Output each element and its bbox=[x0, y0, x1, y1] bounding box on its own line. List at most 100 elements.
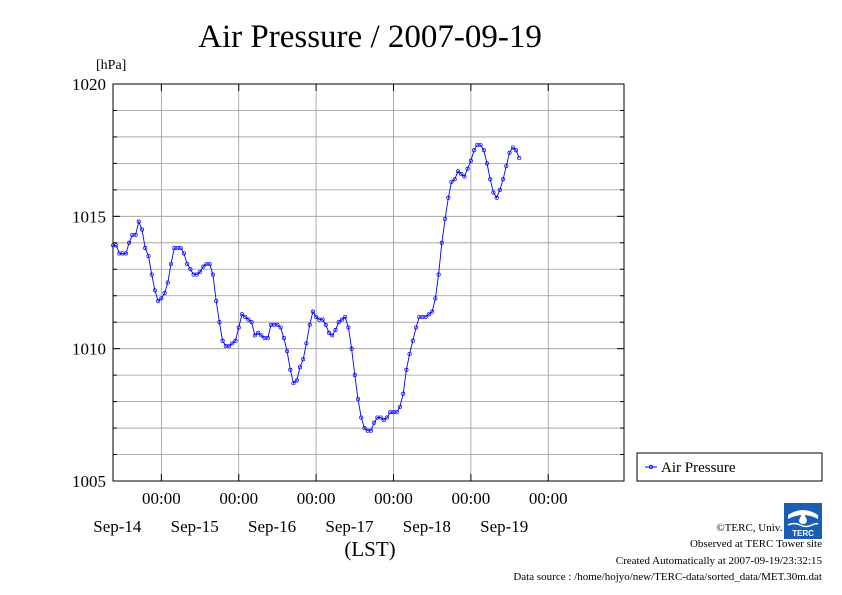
data-point bbox=[436, 272, 441, 277]
data-point bbox=[401, 391, 406, 396]
x-date-label: Sep-18 bbox=[403, 517, 451, 536]
data-point bbox=[433, 296, 438, 301]
x-date-label: Sep-15 bbox=[171, 517, 219, 536]
data-point bbox=[159, 296, 164, 301]
data-point bbox=[165, 280, 170, 285]
data-point bbox=[188, 267, 193, 272]
data-point bbox=[484, 161, 490, 166]
data-point bbox=[513, 148, 519, 153]
data-point bbox=[517, 156, 522, 161]
data-point bbox=[149, 272, 154, 277]
data-point bbox=[278, 325, 283, 330]
data-point bbox=[301, 357, 306, 362]
x-tick-label: 00:00 bbox=[374, 489, 413, 508]
data-point bbox=[478, 142, 483, 147]
data-point bbox=[201, 264, 206, 269]
data-point bbox=[133, 232, 138, 237]
data-point bbox=[281, 336, 286, 341]
data-point bbox=[381, 418, 386, 423]
data-point bbox=[346, 325, 351, 330]
data-point bbox=[404, 367, 409, 372]
data-point bbox=[256, 330, 261, 335]
data-point bbox=[123, 251, 128, 256]
data-point bbox=[349, 346, 354, 351]
x-date-label: Sep-19 bbox=[480, 517, 528, 536]
axis-ticks: 100510101015102000:00Sep-1400:00Sep-1500… bbox=[72, 75, 624, 536]
grid-lines bbox=[113, 84, 624, 481]
data-point bbox=[488, 177, 493, 182]
data-point bbox=[114, 243, 119, 248]
data-point bbox=[359, 415, 364, 420]
data-point bbox=[178, 246, 183, 251]
data-point bbox=[249, 320, 254, 325]
data-point bbox=[446, 195, 451, 200]
data-point bbox=[472, 148, 477, 153]
data-point bbox=[259, 333, 264, 338]
data-point bbox=[136, 219, 141, 224]
source-text: Data source : /home/hojyo/new/TERC-data/… bbox=[513, 571, 822, 583]
legend-marker-swatch bbox=[648, 464, 654, 470]
data-point bbox=[236, 325, 241, 330]
data-point bbox=[430, 309, 435, 314]
y-tick-label: 1010 bbox=[72, 340, 106, 359]
data-point bbox=[194, 272, 199, 277]
axes bbox=[112, 83, 625, 482]
data-point bbox=[468, 158, 473, 163]
data-point bbox=[307, 322, 312, 327]
data-point bbox=[507, 150, 512, 155]
data-point bbox=[407, 351, 412, 357]
x-tick-label: 00:00 bbox=[142, 489, 181, 508]
data-point bbox=[320, 317, 325, 322]
series-line bbox=[113, 144, 520, 432]
data-point bbox=[156, 298, 161, 304]
y-tick-label: 1020 bbox=[72, 75, 106, 94]
created-text: Created Automatically at 2007-09-19/23:3… bbox=[615, 555, 822, 567]
x-date-label: Sep-14 bbox=[93, 517, 142, 536]
chart-title: Air Pressure / 2007-09-19 bbox=[198, 19, 542, 55]
x-axis-label: (LST) bbox=[344, 537, 395, 561]
data-point bbox=[207, 261, 212, 267]
data-point bbox=[139, 227, 145, 232]
data-point bbox=[378, 415, 383, 420]
data-point bbox=[362, 426, 367, 431]
data-point bbox=[426, 312, 431, 317]
data-point bbox=[384, 415, 390, 420]
data-point bbox=[504, 163, 509, 169]
data-point bbox=[397, 404, 402, 409]
series-air-pressure bbox=[110, 142, 522, 433]
plot-frame bbox=[112, 83, 625, 482]
legend: Air Pressure bbox=[636, 452, 823, 482]
data-point bbox=[214, 298, 219, 304]
data-point bbox=[217, 320, 222, 325]
y-tick-label: 1015 bbox=[72, 207, 106, 226]
data-point bbox=[326, 330, 332, 335]
x-tick-label: 00:00 bbox=[219, 489, 258, 508]
terc-logo: TERC bbox=[784, 503, 822, 539]
data-point bbox=[227, 343, 232, 349]
data-point bbox=[127, 240, 132, 245]
data-point bbox=[239, 312, 245, 317]
data-point bbox=[181, 251, 186, 256]
data-point bbox=[230, 341, 235, 346]
data-point bbox=[481, 148, 486, 153]
data-point bbox=[336, 320, 341, 325]
data-point bbox=[497, 187, 502, 192]
data-point bbox=[152, 288, 157, 293]
data-point bbox=[323, 322, 328, 327]
data-point bbox=[143, 246, 148, 251]
data-point bbox=[168, 261, 174, 267]
data-point bbox=[372, 420, 377, 425]
data-point bbox=[455, 169, 461, 174]
data-point bbox=[368, 428, 373, 433]
data-point bbox=[443, 216, 448, 222]
data-point bbox=[452, 177, 457, 182]
data-point bbox=[294, 378, 299, 383]
data-point bbox=[162, 291, 167, 296]
x-date-label: Sep-17 bbox=[325, 517, 374, 536]
data-point bbox=[304, 341, 309, 346]
data-point bbox=[339, 317, 344, 322]
y-axis-label: [hPa] bbox=[96, 58, 126, 73]
x-tick-label: 00:00 bbox=[297, 489, 336, 508]
data-point bbox=[459, 171, 464, 177]
data-point bbox=[233, 338, 238, 343]
